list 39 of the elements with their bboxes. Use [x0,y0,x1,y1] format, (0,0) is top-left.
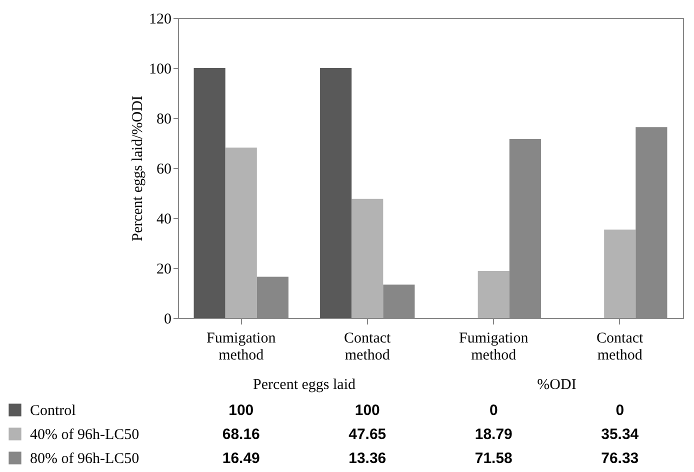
legend-label: 80% of 96h-LC50 [30,451,140,467]
y-tick-label: 120 [149,12,172,28]
data-label: 100 [228,402,254,419]
bar [636,127,668,318]
y-tick-label: 60 [156,162,172,178]
bar [352,198,384,318]
y-tick-label: 80 [156,112,172,128]
bar [194,68,226,318]
y-tick-label: 100 [149,62,172,78]
data-label: 0 [489,402,498,419]
legend-label: 40% of 96h-LC50 [30,427,140,443]
data-label: 47.65 [348,426,386,443]
bar [509,139,541,318]
text: Percent eggs laid [253,377,356,393]
data-label: 35.34 [601,426,640,443]
data-label: 13.36 [348,450,386,467]
bar [604,230,636,318]
x-tick-label: Contact method [344,330,392,364]
data-label: 16.49 [222,450,260,467]
bar [383,284,415,318]
bar [256,276,288,318]
x-tick-label: Contact method [596,330,644,364]
bar [320,68,352,318]
y-tick-label: 0 [164,312,172,328]
data-label: 71.58 [474,450,512,467]
data-label: 76.33 [601,450,639,467]
bar [225,148,257,318]
y-axis-title: Percent eggs laid/%ODI [130,96,146,242]
y-tick-label: 20 [156,262,172,278]
text: %ODI [537,377,576,393]
legend-label: Control [30,403,76,419]
x-tick-label: Fumigation method [459,330,529,364]
data-label: 68.16 [222,426,260,443]
bar [478,271,510,318]
y-tick-label: 40 [156,212,172,228]
data-label: 0 [616,402,624,419]
data-label: 18.79 [474,426,512,443]
data-label: 100 [354,402,380,419]
x-tick-label: Fumigation method [206,330,276,364]
